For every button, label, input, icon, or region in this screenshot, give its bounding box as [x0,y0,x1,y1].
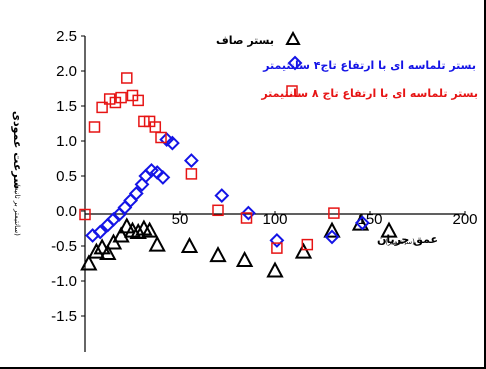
diamond-point [269,232,285,248]
legend-item-smooth: بستر صاف [216,30,301,47]
y-ticks: 2.5 2.0 1.5 1.0 0.5 0.0 -0.5 -1.0 -1.5 [51,28,85,325]
diamond-point [214,188,230,204]
diamond-point [128,186,144,201]
square-point [88,121,101,133]
legend-item-dune-4cm: بستر تلماسه ای با ارتفاع تاج۴ سانتیمتر [262,55,476,73]
y-axis-unit: (سانتیمتر بر ثانیه) [13,184,21,236]
square-point [212,204,224,217]
triangle-point [266,261,284,278]
diamond-point [92,224,108,240]
diamond-point [155,169,171,185]
x-tick-label: 50 [172,211,189,228]
triangle-point [180,236,199,253]
square-point [271,242,283,254]
y-tick-label: 0.5 [56,168,77,185]
diamond-point [240,205,256,221]
legend-marker-square [286,85,298,97]
square-point [79,208,91,221]
series-triangle [80,214,398,278]
y-tick-label: 1.5 [56,98,77,115]
x-axis-label: عمق جریان [377,233,438,246]
y-axis-label: سرعت عمودی [11,111,24,189]
y-tick-label: 2.0 [56,63,77,80]
x-ticks: 50 100 150 200 [172,211,478,228]
triangle-point [380,221,398,238]
y-tick-label: -1.5 [51,308,77,325]
square-point [96,101,108,114]
y-axis-title: سرعت عمودی (سانتیمتر بر ثانیه) [11,111,24,236]
legend-label-smooth: بستر صاف [216,34,274,47]
x-tick-label: 100 [262,211,287,228]
y-tick-label: 2.5 [56,28,77,45]
triangle-point [140,221,159,238]
x-tick-label: 200 [452,211,477,228]
diamond-point [183,153,199,169]
triangle-point [80,254,98,271]
square-point [301,238,314,251]
legend-label-dune-8cm: بستر تلماسه ای با ارتفاع تاج ۸ سانتیمتر [260,87,478,101]
triangle-point [129,222,147,239]
y-tick-label: 1.0 [56,133,77,150]
x-axis-unit: (سانتیمتر) [385,238,415,246]
square-point [115,91,127,104]
diamond-point [164,135,180,151]
x-axis-title: عمق جریان (سانتیمتر) [377,233,438,246]
diamond-point [123,193,139,208]
triangle-point [235,250,254,267]
triangle-point [323,221,341,238]
legend-marker-diamond [287,55,303,71]
series-layer [79,72,398,278]
triangle-point [148,235,166,252]
diamond-point [354,215,370,231]
triangle-point [112,226,130,243]
y-tick-label: -0.5 [51,238,77,255]
triangle-point [93,238,111,255]
triangle-point [87,242,106,259]
series-diamond [85,132,370,248]
legend-label-dune-4cm: بستر تلماسه ای با ارتفاع تاج۴ سانتیمتر [262,59,476,73]
triangle-point [99,243,117,260]
square-point [155,131,167,144]
square-point [240,212,253,224]
legend-marker-triangle [285,30,301,45]
square-point [328,207,340,219]
legend: بستر صاف بستر تلماسه ای با ارتفاع تاج۴ س… [216,30,478,101]
legend-item-dune-8cm: بستر تلماسه ای با ارتفاع تاج ۸ سانتیمتر [260,85,478,101]
triangle-point [209,245,227,263]
square-point [185,168,198,180]
square-point [121,72,133,84]
triangle-point [294,242,313,259]
y-tick-label: 0.0 [56,203,77,220]
series-square [79,72,340,254]
diamond-point [324,229,340,245]
square-point [132,94,144,107]
y-tick-label: -1.0 [51,273,77,290]
diamond-point [117,200,133,215]
